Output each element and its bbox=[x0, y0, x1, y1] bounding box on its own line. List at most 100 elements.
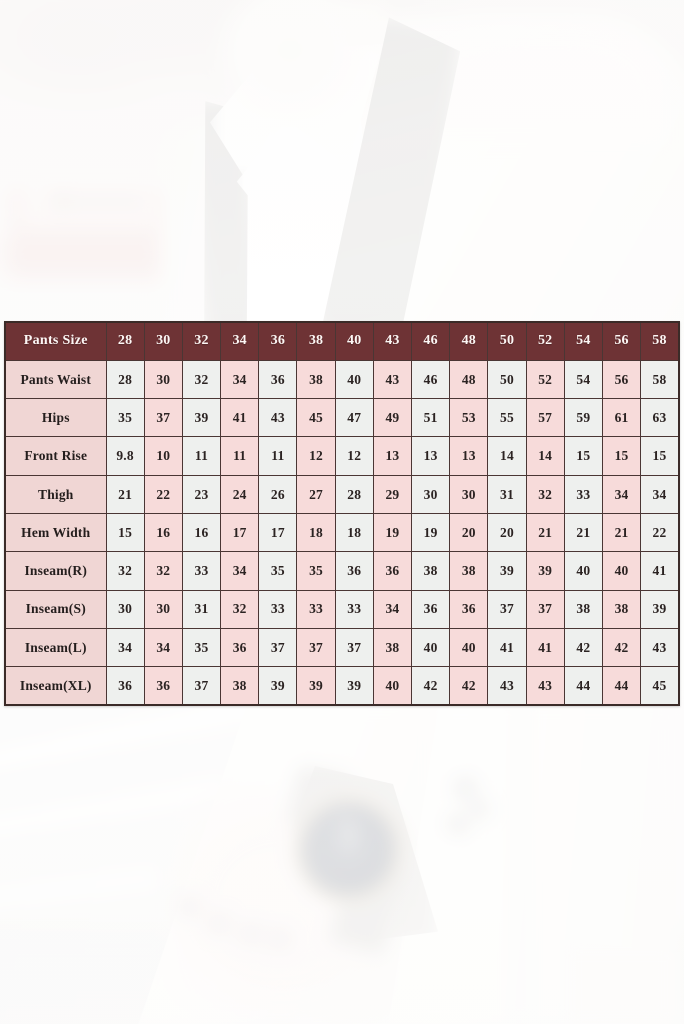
table-cell: 33 bbox=[563, 474, 603, 514]
table-cell: 9.8 bbox=[105, 436, 145, 476]
table-cell: 32 bbox=[220, 589, 260, 629]
table-cell: 36 bbox=[105, 666, 145, 706]
header-cell-size: 36 bbox=[258, 321, 298, 361]
table-cell: 36 bbox=[143, 666, 183, 706]
table-cell: 30 bbox=[143, 359, 183, 400]
table-cell: 37 bbox=[487, 589, 527, 629]
table-cell: 33 bbox=[181, 551, 222, 591]
table-row: Front Rise 9.8 10 11 11 11 12 12 13 13 13 14 14 15 15 1… bbox=[4, 436, 680, 476]
row-label-hips: Hips bbox=[4, 398, 107, 438]
table-cell: 43 bbox=[525, 666, 565, 706]
table-cell: 22 bbox=[143, 474, 183, 514]
row-label-inseam-xl: Inseam(XL) bbox=[4, 666, 107, 706]
table-cell: 36 bbox=[410, 589, 451, 629]
table-cell: 13 bbox=[410, 436, 451, 476]
table-cell: 43 bbox=[372, 359, 413, 400]
table-cell: 39 bbox=[334, 666, 374, 706]
table-cell: 47 bbox=[334, 398, 374, 438]
finger-tattoo bbox=[268, 930, 290, 948]
header-cell-size: 28 bbox=[105, 321, 145, 361]
table-cell: 40 bbox=[372, 666, 413, 706]
table-cell: 18 bbox=[296, 512, 336, 553]
row-label-inseam-l: Inseam(L) bbox=[4, 627, 107, 668]
table-cell: 45 bbox=[296, 398, 336, 438]
header-cell-size: 54 bbox=[563, 321, 603, 361]
jacket-button bbox=[468, 798, 490, 820]
table-cell: 19 bbox=[372, 512, 413, 553]
table-cell: 35 bbox=[105, 398, 145, 438]
table-cell: 39 bbox=[640, 589, 680, 629]
table-cell: 44 bbox=[563, 666, 603, 706]
table-cell: 40 bbox=[449, 627, 489, 668]
table-cell: 40 bbox=[601, 551, 642, 591]
table-row: Hem Width 15 16 16 17 17 18 18 19 19 20 20 21 21 21 22 bbox=[4, 512, 680, 553]
table-body: Pants Waist 28 30 32 34 36 38 40 43 46 48 50 52 54 56 5… bbox=[4, 359, 680, 706]
row-label-inseam-r: Inseam(R) bbox=[4, 551, 107, 591]
jacket-button bbox=[452, 775, 478, 801]
table-cell: 36 bbox=[449, 589, 489, 629]
header-cell-size: 32 bbox=[181, 321, 222, 361]
header-cell-size: 50 bbox=[487, 321, 527, 361]
pants-size-chart-table: Pants Size 28 30 32 34 36 38 40 43 46 48 50 52 54 56 5… bbox=[4, 321, 680, 706]
table-cell: 58 bbox=[640, 359, 680, 400]
table-cell: 39 bbox=[181, 398, 222, 438]
table-cell: 31 bbox=[181, 589, 222, 629]
table-row: Inseam(L) 34 34 35 36 37 37 37 38 40 40 41 41 42 42 43 bbox=[4, 627, 680, 668]
table-cell: 34 bbox=[220, 551, 260, 591]
table-cell: 12 bbox=[334, 436, 374, 476]
table-cell: 36 bbox=[258, 359, 298, 400]
header-cell-size: 34 bbox=[220, 321, 260, 361]
table-cell: 41 bbox=[525, 627, 565, 668]
table-header: Pants Size 28 30 32 34 36 38 40 43 46 48 50 52 54 56 5… bbox=[4, 321, 680, 361]
table-cell: 38 bbox=[449, 551, 489, 591]
table-cell: 59 bbox=[563, 398, 603, 438]
table-cell: 16 bbox=[181, 512, 222, 553]
table-cell: 54 bbox=[563, 359, 603, 400]
finger-tattoo bbox=[240, 925, 262, 943]
header-cell-size: 46 bbox=[410, 321, 451, 361]
table-cell: 20 bbox=[487, 512, 527, 553]
table-cell: 12 bbox=[296, 436, 336, 476]
table-cell: 39 bbox=[525, 551, 565, 591]
table-cell: 37 bbox=[334, 627, 374, 668]
table-cell: 27 bbox=[296, 474, 336, 514]
table-cell: 37 bbox=[181, 666, 222, 706]
table-cell: 33 bbox=[258, 589, 298, 629]
table-cell: 43 bbox=[640, 627, 680, 668]
table-cell: 39 bbox=[487, 551, 527, 591]
table-cell: 28 bbox=[105, 359, 145, 400]
table-cell: 39 bbox=[258, 666, 298, 706]
table-cell: 38 bbox=[220, 666, 260, 706]
table-cell: 56 bbox=[601, 359, 642, 400]
table-cell: 38 bbox=[563, 589, 603, 629]
table-row: Inseam(R) 32 32 33 34 35 35 36 36 38 38 39 39 40 40 41 bbox=[4, 551, 680, 591]
header-cell-size: 38 bbox=[296, 321, 336, 361]
header-cell-size: 43 bbox=[372, 321, 413, 361]
table-cell: 21 bbox=[601, 512, 642, 553]
table-cell: 63 bbox=[640, 398, 680, 438]
table-cell: 57 bbox=[525, 398, 565, 438]
table-cell: 39 bbox=[296, 666, 336, 706]
table-cell: 34 bbox=[372, 589, 413, 629]
table-cell: 42 bbox=[410, 666, 451, 706]
table-cell: 15 bbox=[563, 436, 603, 476]
table-cell: 32 bbox=[525, 474, 565, 514]
table-cell: 15 bbox=[105, 512, 145, 553]
header-cell-size: 30 bbox=[143, 321, 183, 361]
table-cell: 29 bbox=[372, 474, 413, 514]
table-cell: 32 bbox=[181, 359, 222, 400]
table-cell: 37 bbox=[296, 627, 336, 668]
table-cell: 40 bbox=[563, 551, 603, 591]
table-cell: 28 bbox=[334, 474, 374, 514]
table-cell: 41 bbox=[640, 551, 680, 591]
table-row: Inseam(S) 30 30 31 32 33 33 33 34 36 36 37 37 38 38 39 bbox=[4, 589, 680, 629]
table-cell: 30 bbox=[449, 474, 489, 514]
table-cell: 17 bbox=[258, 512, 298, 553]
signage-text-blur bbox=[50, 196, 145, 208]
table-cell: 43 bbox=[258, 398, 298, 438]
table-cell: 44 bbox=[601, 666, 642, 706]
finger-tattoo bbox=[208, 915, 230, 933]
table-cell: 37 bbox=[258, 627, 298, 668]
table-cell: 33 bbox=[296, 589, 336, 629]
table-cell: 30 bbox=[410, 474, 451, 514]
